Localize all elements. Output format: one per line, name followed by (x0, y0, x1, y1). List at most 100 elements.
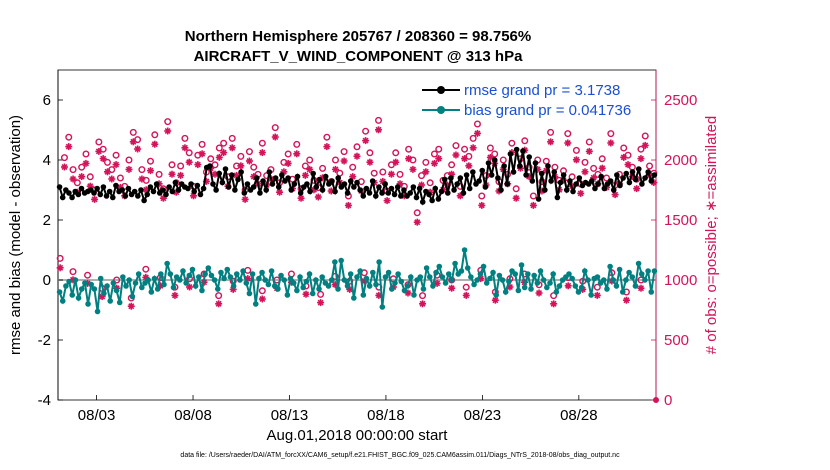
obs-assimilated-marker (302, 290, 310, 298)
bias-point (233, 271, 240, 277)
obs-assimilated-marker (220, 149, 228, 157)
rmse-point (103, 193, 110, 199)
obs-assimilated-marker (258, 149, 266, 157)
x-tick-label: 08/23 (464, 407, 502, 424)
obs-possible-marker (547, 128, 555, 136)
rmse-point (69, 194, 75, 201)
bias-point (145, 277, 151, 283)
obs-possible-marker (155, 170, 163, 178)
obs-assimilated-marker (375, 126, 383, 134)
rmse-point (260, 178, 266, 184)
obs-possible-marker (641, 132, 649, 140)
obs-possible-marker (317, 290, 325, 298)
bias-point (445, 271, 452, 277)
rmse-point (222, 166, 229, 172)
bias-point (275, 286, 281, 292)
bias-point (227, 274, 234, 280)
bias-point (370, 269, 376, 276)
bias-point (638, 271, 645, 277)
obs-possible-marker (512, 185, 520, 193)
bias-point (101, 290, 107, 297)
bias-point (411, 292, 417, 298)
rmse-point (482, 184, 489, 190)
bias-point (616, 266, 623, 273)
rmse-point (75, 191, 82, 198)
rmse-point (557, 179, 564, 186)
rmse-point (228, 172, 235, 178)
rmse-point (429, 197, 435, 204)
rmse-point (66, 190, 72, 196)
rmse-point (526, 154, 532, 160)
obs-assimilated-marker (572, 156, 580, 164)
obs-assimilated-marker (478, 201, 486, 209)
right-tick-label: 500 (664, 332, 689, 349)
bias-point (452, 260, 458, 267)
footnote: data file: /Users/raeder/DAI/ATM_forcXX/… (180, 452, 620, 459)
bias-point (648, 289, 655, 295)
obs-assimilated-marker (622, 296, 630, 304)
rmse-point (235, 176, 241, 183)
obs-possible-marker (138, 166, 146, 174)
obs-assimilated-marker (353, 152, 361, 160)
rmse-point (379, 190, 385, 196)
obs-assimilated-marker (419, 300, 427, 308)
rmse-point (639, 181, 645, 187)
bias-point (471, 281, 477, 288)
rmse-point (576, 175, 583, 181)
obs-assimilated-marker (529, 201, 537, 209)
rmse-point (501, 163, 507, 169)
rmse-point (426, 191, 432, 198)
bias-point (379, 304, 386, 310)
rmse-point (651, 172, 658, 178)
rmse-point (385, 190, 392, 196)
rmse-point (119, 187, 125, 193)
obs-assimilated-marker (535, 289, 543, 297)
obs-possible-marker (271, 124, 279, 132)
bias-point (395, 271, 401, 277)
bias-point (531, 272, 537, 279)
bias-point (392, 280, 398, 286)
obs-assimilated-marker (465, 162, 473, 170)
bias-point (566, 271, 572, 277)
obs-assimilated-marker (317, 299, 325, 307)
rmse-point (109, 194, 116, 201)
obs-possible-marker (585, 138, 593, 146)
rmse-point (213, 187, 219, 193)
bias-point (436, 263, 443, 270)
bias-point (221, 275, 227, 282)
obs-possible-marker (69, 166, 77, 174)
bias-point (297, 274, 303, 280)
bias-point (135, 271, 142, 277)
bias-point (351, 295, 357, 301)
bias-point (180, 268, 186, 274)
rmse-point (357, 187, 363, 193)
bias-point (85, 301, 91, 307)
obs-assimilated-marker (293, 150, 301, 158)
obs-assimilated-marker (185, 158, 193, 166)
rmse-point (398, 193, 404, 199)
rmse-point (147, 184, 154, 190)
bias-point (69, 292, 76, 298)
obs-assimilated-marker (186, 283, 194, 291)
bias-point (433, 269, 439, 276)
obs-possible-marker (142, 265, 150, 273)
rmse-point (56, 184, 63, 190)
obs-possible-marker (499, 156, 507, 164)
obs-possible-marker (258, 139, 266, 147)
rmse-point (219, 179, 226, 186)
rmse-point (297, 190, 304, 196)
obs-assimilated-marker (134, 145, 142, 153)
obs-assimilated-marker (237, 162, 245, 170)
obs-assimilated-marker (271, 133, 279, 141)
bias-point (335, 286, 341, 292)
obs-possible-marker (125, 156, 133, 164)
rmse-point (322, 173, 329, 180)
left-tick-label: -2 (38, 332, 51, 349)
obs-possible-marker (529, 192, 537, 200)
obs-assimilated-marker (637, 284, 645, 292)
rmse-point (388, 185, 395, 192)
obs-assimilated-marker (151, 140, 159, 148)
rmse-point (310, 170, 316, 177)
obs-possible-marker (65, 133, 73, 141)
